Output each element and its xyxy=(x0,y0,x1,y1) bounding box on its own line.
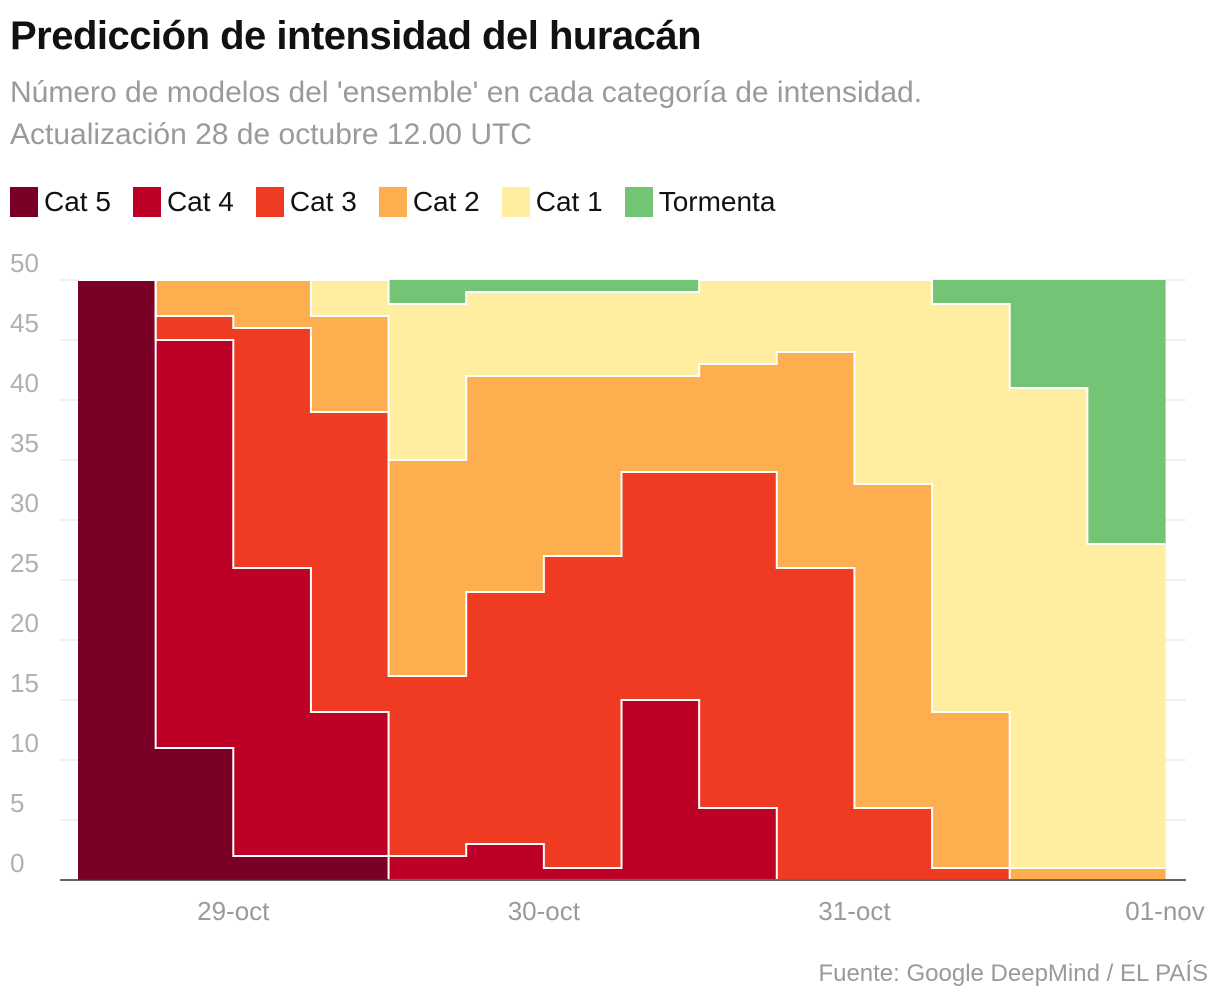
bar-segment-tormenta-13 xyxy=(1087,280,1166,545)
y-tick-label-40: 40 xyxy=(10,368,39,398)
legend-swatch-cat1 xyxy=(501,187,530,217)
legend-item-cat4: Cat 4 xyxy=(132,186,234,218)
bar-segment-cat-3-7 xyxy=(621,472,700,701)
y-tick-label-5: 5 xyxy=(10,788,24,818)
bar-segment-cat-3-9 xyxy=(776,568,856,881)
bar-segment-cat-3-11 xyxy=(932,868,1011,881)
bar-segment-cat-4-6 xyxy=(543,868,623,881)
bar-segment-cat-4-4 xyxy=(388,856,467,881)
bar-segment-cat-2-3 xyxy=(310,316,390,413)
bar-segment-cat-3-6 xyxy=(543,556,623,869)
bar-segment-cat-3-4 xyxy=(388,676,467,857)
bar-segment-cat-1-6 xyxy=(543,292,623,377)
y-tick-label-0: 0 xyxy=(10,848,24,878)
bar-segment-cat-4-2 xyxy=(233,568,312,857)
legend-label-cat3: Cat 3 xyxy=(289,186,357,217)
bar-segment-cat-1-13 xyxy=(1087,544,1166,869)
bar-segment-cat-5-1 xyxy=(155,748,234,881)
x-tick-label-30-oct: 30-oct xyxy=(508,896,581,926)
bar-segment-cat-1-4 xyxy=(388,304,467,461)
x-tick-label-01-nov: 01-nov xyxy=(1125,896,1205,926)
bar-segment-cat-3-1 xyxy=(155,316,234,341)
legend-swatch-cat4 xyxy=(132,187,161,217)
bar-segment-tormenta-7 xyxy=(621,280,700,293)
y-tick-label-25: 25 xyxy=(10,548,39,578)
bar-segment-cat-1-5 xyxy=(466,292,545,377)
bar-segment-cat-2-1 xyxy=(155,280,234,317)
bar-segment-cat-1-11 xyxy=(932,304,1011,713)
bar-segment-cat-3-2 xyxy=(233,328,312,569)
y-tick-label-45: 45 xyxy=(10,308,39,338)
bar-segment-cat-2-5 xyxy=(466,376,545,593)
bar-segment-cat-1-9 xyxy=(776,280,856,353)
legend-swatch-cat3 xyxy=(255,187,284,217)
bar-segment-cat-3-8 xyxy=(699,472,778,809)
y-tick-label-20: 20 xyxy=(10,608,39,638)
legend-label-cat1: Cat 1 xyxy=(535,186,603,217)
bar-segment-cat-2-11 xyxy=(932,712,1011,869)
source-note: Fuente: Google DeepMind / EL PAÍS xyxy=(818,960,1208,987)
legend-swatch-cat5 xyxy=(10,187,38,217)
bar-segment-cat-1-3 xyxy=(310,280,390,317)
x-tick-label-29-oct: 29-oct xyxy=(197,896,270,926)
bar-segment-tormenta-6 xyxy=(543,280,623,293)
bar-segment-cat-4-5 xyxy=(466,844,545,881)
boundary-line-cat-3 xyxy=(78,279,1165,881)
bar-segment-tormenta-12 xyxy=(1009,280,1088,389)
y-tick-label-10: 10 xyxy=(10,728,39,758)
chart-title: Predicción de intensidad del huracán xyxy=(10,14,702,58)
boundary-line-cat-2 xyxy=(78,279,1165,869)
y-tick-label-35: 35 xyxy=(10,428,39,458)
legend: Cat 5 Cat 4 Cat 3 Cat 2 Cat 1 Tormenta xyxy=(10,186,797,218)
bar-segment-cat-4-8 xyxy=(699,808,778,881)
bar-segment-cat-5-2 xyxy=(233,856,312,881)
y-tick-label-15: 15 xyxy=(10,668,39,698)
legend-swatch-cat2 xyxy=(378,187,407,217)
bar-segment-cat-2-13 xyxy=(1087,868,1166,881)
bar-segment-cat-5-0 xyxy=(78,280,157,881)
legend-swatch-tormenta xyxy=(624,187,653,217)
bar-segment-cat-4-7 xyxy=(621,700,700,881)
bar-segment-cat-2-7 xyxy=(621,376,700,473)
legend-item-cat5: Cat 5 xyxy=(10,186,111,218)
legend-item-cat3: Cat 3 xyxy=(255,186,357,218)
boundary-line-cat-1 xyxy=(78,279,1165,545)
chart-subtitle: Número de modelos del 'ensemble' en cada… xyxy=(10,76,923,109)
bar-segment-cat-1-10 xyxy=(854,280,933,485)
legend-label-tormenta: Tormenta xyxy=(658,186,776,217)
bar-segment-cat-2-12 xyxy=(1009,868,1088,881)
bar-segment-tormenta-5 xyxy=(466,280,545,293)
legend-label-cat5: Cat 5 xyxy=(44,186,111,217)
legend-label-cat4: Cat 4 xyxy=(166,186,234,217)
bar-segment-tormenta-4 xyxy=(388,280,467,305)
bar-segment-cat-2-10 xyxy=(854,484,933,809)
x-tick-label-31-oct: 31-oct xyxy=(818,896,891,926)
bar-segment-cat-2-6 xyxy=(543,376,623,557)
y-tick-label-30: 30 xyxy=(10,488,39,518)
legend-item-cat2: Cat 2 xyxy=(378,186,480,218)
bar-segment-cat-1-7 xyxy=(621,292,700,377)
chart-update-note: Actualización 28 de octubre 12.00 UTC xyxy=(10,118,532,151)
bar-segment-cat-4-3 xyxy=(310,712,390,857)
bar-segment-cat-2-2 xyxy=(233,280,312,329)
bar-segment-cat-3-5 xyxy=(466,592,545,845)
bar-segment-cat-3-10 xyxy=(854,808,933,881)
legend-item-tormenta: Tormenta xyxy=(624,186,776,218)
bar-segment-cat-4-1 xyxy=(155,340,234,749)
bar-segment-cat-5-3 xyxy=(310,856,390,881)
bar-segment-tormenta-11 xyxy=(932,280,1011,305)
bar-segment-cat-2-9 xyxy=(776,352,856,569)
bar-segment-cat-2-4 xyxy=(388,460,467,677)
y-tick-label-50: 50 xyxy=(10,248,39,278)
bar-segment-cat-3-3 xyxy=(310,412,390,713)
bar-segment-cat-2-8 xyxy=(699,364,778,473)
bar-segment-cat-1-8 xyxy=(699,280,778,365)
legend-item-cat1: Cat 1 xyxy=(501,186,603,218)
bar-segment-cat-1-12 xyxy=(1009,388,1088,869)
legend-label-cat2: Cat 2 xyxy=(412,186,480,217)
